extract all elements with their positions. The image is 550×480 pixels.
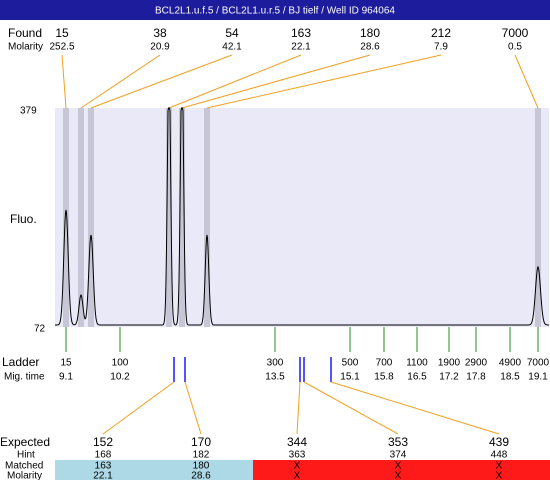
ladder-size: 300 xyxy=(267,358,284,369)
peak-band xyxy=(535,108,541,327)
unmatched-bg xyxy=(253,460,550,480)
found-molarity: 20.9 xyxy=(150,42,170,53)
found-molarity: 0.5 xyxy=(508,42,522,53)
matched-bg xyxy=(55,460,253,480)
matched-molarity: X xyxy=(294,471,301,480)
trace xyxy=(55,107,549,326)
peak-connector xyxy=(80,54,161,109)
matched-label: Matched xyxy=(5,461,43,472)
ladder-size: 2900 xyxy=(465,358,488,369)
matched-molarity: 28.6 xyxy=(191,471,211,480)
ladder-size: 7000 xyxy=(527,358,550,369)
exp-molarity-label: Molarity xyxy=(7,471,42,480)
ladder-time: 17.8 xyxy=(466,372,486,383)
ladder-time: 19.1 xyxy=(528,372,548,383)
peak-connector xyxy=(206,54,442,109)
y-top-label: 379 xyxy=(20,106,37,117)
mig-time-label: Mig. time xyxy=(4,372,45,383)
hint: 182 xyxy=(193,450,210,461)
ladder-time: 15.1 xyxy=(340,372,360,383)
ladder-label: Ladder xyxy=(2,355,39,369)
ladder-time: 16.5 xyxy=(407,372,427,383)
ladder-size: 700 xyxy=(376,358,393,369)
ladder-time: 15.8 xyxy=(374,372,394,383)
matched: X xyxy=(496,461,503,472)
expected-size: 170 xyxy=(191,435,211,449)
ladder-size: 100 xyxy=(112,358,129,369)
found-molarity: 22.1 xyxy=(291,42,311,53)
peak-band xyxy=(166,108,172,327)
header-bar xyxy=(0,0,550,20)
matched: X xyxy=(395,461,402,472)
expected-connector xyxy=(330,381,500,435)
header-title: BCL2L1.u.f.5 / BCL2L1.u.r.5 / BJ tielf /… xyxy=(155,6,395,17)
peak-connector xyxy=(181,54,371,109)
matched-molarity: 22.1 xyxy=(93,471,113,480)
y-bottom-label: 72 xyxy=(34,324,46,335)
expected-connector xyxy=(102,381,175,435)
expected-connector xyxy=(184,381,202,435)
matched: 180 xyxy=(193,461,210,472)
plot-area xyxy=(55,108,549,327)
expected-connector xyxy=(296,381,301,435)
hint: 448 xyxy=(491,450,508,461)
hint-label: Hint xyxy=(17,450,35,461)
found-molarity: 7.9 xyxy=(434,42,448,53)
peak-band xyxy=(179,108,185,327)
expected-size: 344 xyxy=(287,435,307,449)
expected-size: 152 xyxy=(93,435,113,449)
ladder-size: 4900 xyxy=(499,358,522,369)
found-molarity: 42.1 xyxy=(222,42,242,53)
found-size: 180 xyxy=(360,26,380,40)
y-axis-label: Fluo. xyxy=(10,212,37,226)
hint: 374 xyxy=(390,450,407,461)
ladder-size: 1100 xyxy=(406,358,428,369)
matched-molarity: X xyxy=(496,471,503,480)
ladder-time: 10.2 xyxy=(110,372,130,383)
peak-connector xyxy=(168,54,302,109)
ladder-size: 500 xyxy=(342,358,359,369)
expected-size: 353 xyxy=(388,435,408,449)
ladder-time: 17.2 xyxy=(439,372,459,383)
peak-connector xyxy=(514,54,539,109)
peak-connector xyxy=(61,54,67,109)
expected-label: Expected xyxy=(0,435,50,449)
peak-band xyxy=(78,108,84,327)
matched: 163 xyxy=(95,461,112,472)
peak-band xyxy=(63,108,69,327)
ladder-time: 18.5 xyxy=(500,372,520,383)
expected-size: 439 xyxy=(489,435,509,449)
found-label: Found xyxy=(8,26,42,40)
ladder-size: 1900 xyxy=(438,358,461,369)
peak-band xyxy=(88,108,94,327)
peak-connector xyxy=(90,54,233,109)
ladder-time: 9.1 xyxy=(59,372,73,383)
found-molarity: 252.5 xyxy=(49,42,74,53)
ladder-time: 13.5 xyxy=(265,372,285,383)
matched-molarity: X xyxy=(395,471,402,480)
found-size: 38 xyxy=(153,26,167,40)
found-size: 7000 xyxy=(502,26,529,40)
matched: X xyxy=(294,461,301,472)
found-size: 163 xyxy=(291,26,311,40)
peak-band xyxy=(204,108,210,327)
expected-connector xyxy=(303,381,399,435)
ladder-size: 15 xyxy=(60,358,72,369)
molarity-label: Molarity xyxy=(8,42,43,53)
found-size: 15 xyxy=(55,26,69,40)
found-molarity: 28.6 xyxy=(360,42,380,53)
found-size: 54 xyxy=(225,26,239,40)
hint: 363 xyxy=(289,450,306,461)
found-size: 212 xyxy=(431,26,451,40)
hint: 168 xyxy=(95,450,112,461)
